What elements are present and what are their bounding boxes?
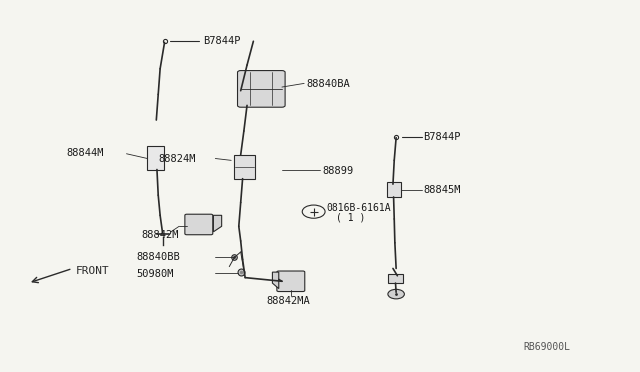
FancyBboxPatch shape <box>277 271 305 292</box>
Polygon shape <box>273 272 279 289</box>
Text: B7844P: B7844P <box>203 36 240 46</box>
Text: RB69000L: RB69000L <box>523 342 570 352</box>
Bar <box>147 146 164 170</box>
Text: ( 1 ): ( 1 ) <box>336 212 365 222</box>
Bar <box>234 155 255 179</box>
Text: 88840BA: 88840BA <box>306 79 350 89</box>
Text: 88840BB: 88840BB <box>136 253 180 263</box>
FancyBboxPatch shape <box>185 214 212 235</box>
Circle shape <box>388 289 404 299</box>
Text: B7844P: B7844P <box>424 132 461 141</box>
FancyBboxPatch shape <box>237 71 285 107</box>
Text: 50980M: 50980M <box>136 269 173 279</box>
Text: 88824M: 88824M <box>158 154 196 164</box>
Text: 88842MA: 88842MA <box>266 296 310 307</box>
Text: 0816B-6161A: 0816B-6161A <box>326 203 391 213</box>
Polygon shape <box>213 215 221 232</box>
Bar <box>388 274 403 283</box>
Text: 88845M: 88845M <box>424 185 461 195</box>
Text: 88899: 88899 <box>322 166 353 176</box>
Text: 88842M: 88842M <box>141 231 179 240</box>
Bar <box>387 182 401 197</box>
Text: FRONT: FRONT <box>76 266 109 276</box>
Text: 88844M: 88844M <box>66 148 104 158</box>
